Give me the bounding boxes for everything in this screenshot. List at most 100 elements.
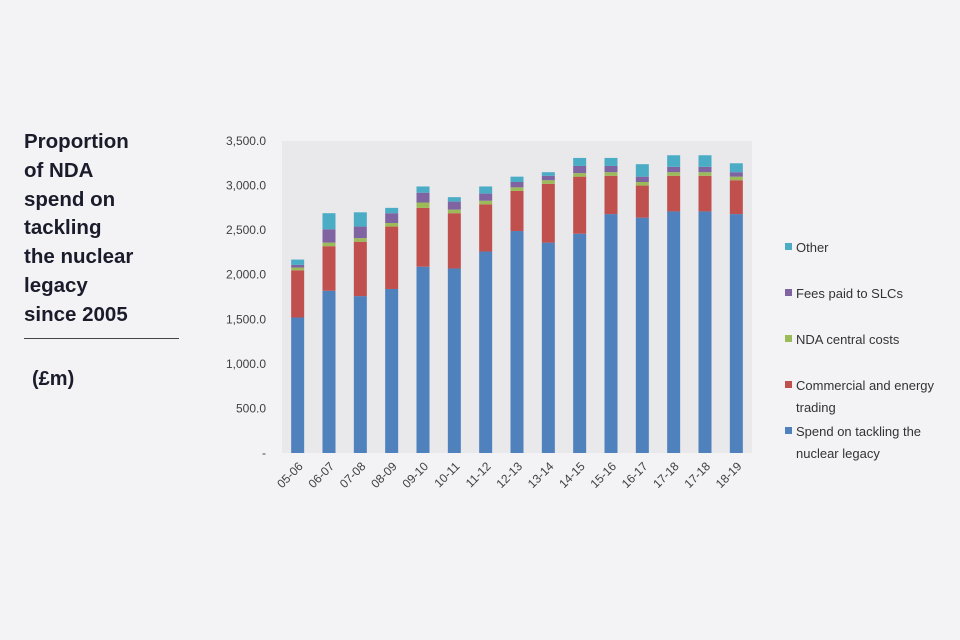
x-tick-label: 08-09 bbox=[368, 459, 400, 491]
x-tick-label: 11-12 bbox=[463, 459, 494, 490]
y-tick-label: 3,500.0 bbox=[226, 134, 266, 148]
bar-segment bbox=[322, 229, 336, 243]
chart-title: Proportion of NDA spend on tackling the … bbox=[24, 130, 134, 326]
unit-label: (£m) bbox=[32, 368, 75, 390]
y-axis-tick-labels: - 500.0 1,000.0 1,500.0 2,000.0 2,500.0 3,000.… bbox=[226, 134, 266, 460]
bar-segment bbox=[541, 242, 555, 453]
bar-segment bbox=[416, 266, 430, 453]
legend-swatch bbox=[785, 335, 792, 342]
legend-label: Spend on tackling the bbox=[796, 424, 921, 439]
bar-segment bbox=[322, 242, 336, 247]
title-divider bbox=[24, 338, 179, 339]
x-tick-label: 14-15 bbox=[556, 459, 588, 491]
bar-segment bbox=[447, 268, 461, 453]
bar-segment bbox=[479, 186, 493, 194]
bar-segment bbox=[698, 211, 712, 453]
legend-label: Fees paid to SLCs bbox=[796, 286, 903, 301]
bar-segment bbox=[698, 175, 712, 212]
bar-segment bbox=[416, 202, 430, 208]
bar-segment bbox=[479, 251, 493, 453]
bar-segment bbox=[322, 246, 336, 291]
bar-segment bbox=[604, 214, 618, 453]
legend-swatch bbox=[785, 427, 792, 434]
bar-segment bbox=[385, 288, 399, 453]
bar-segment bbox=[322, 213, 336, 230]
legend-swatch bbox=[785, 289, 792, 296]
bar-segment bbox=[667, 211, 681, 453]
bar-segment bbox=[573, 157, 587, 166]
bar-segment bbox=[353, 238, 367, 242]
bar-segment bbox=[698, 166, 712, 173]
bar-segment bbox=[635, 182, 649, 186]
bar-segment bbox=[416, 207, 430, 267]
bar-segment bbox=[510, 182, 524, 188]
bar-segment bbox=[541, 180, 555, 184]
bar-segment bbox=[667, 172, 681, 176]
bar-segment bbox=[385, 213, 399, 224]
bar-segment bbox=[447, 209, 461, 214]
y-tick-label: 500.0 bbox=[236, 401, 266, 415]
bar-segment bbox=[447, 201, 461, 210]
x-tick-label: 06-07 bbox=[306, 459, 338, 491]
x-tick-label: 18-19 bbox=[713, 459, 745, 491]
bar-segment bbox=[729, 180, 743, 215]
bar-segment bbox=[291, 259, 305, 265]
legend-swatch bbox=[785, 243, 792, 250]
legend: Other Fees paid to SLCs NDA central costs C… bbox=[785, 240, 935, 461]
x-tick-label: 12-13 bbox=[494, 459, 526, 491]
bar-segment bbox=[510, 190, 524, 232]
bar-segment bbox=[479, 204, 493, 252]
x-tick-label: 07-08 bbox=[337, 459, 369, 491]
bar-segment bbox=[635, 164, 649, 177]
bar-segment bbox=[573, 233, 587, 453]
x-axis-tick-labels: 05-06 06-07 07-08 08-09 09-10 10-11 11-12 12-13… bbox=[274, 459, 744, 491]
bar-segment bbox=[353, 212, 367, 227]
bar-segment bbox=[353, 226, 367, 239]
bar-segment bbox=[416, 192, 430, 203]
bar-segment bbox=[604, 165, 618, 173]
bar-segment bbox=[510, 176, 524, 183]
bar-segment bbox=[729, 172, 743, 177]
bar-segment bbox=[291, 317, 305, 453]
legend-swatch bbox=[785, 381, 792, 388]
legend-label: trading bbox=[796, 400, 836, 415]
bar-segment bbox=[479, 200, 493, 205]
bar-segment bbox=[353, 296, 367, 453]
bar-segment bbox=[416, 186, 430, 193]
bar-segment bbox=[667, 166, 681, 173]
bar-segment bbox=[729, 214, 743, 453]
bar-segment bbox=[604, 157, 618, 166]
bar-segment bbox=[322, 290, 336, 453]
bar-segment bbox=[510, 187, 524, 191]
bar-segment bbox=[573, 165, 587, 174]
bar-segment bbox=[291, 270, 305, 318]
legend-label: Other bbox=[796, 240, 829, 255]
y-tick-label: 1,500.0 bbox=[226, 312, 266, 326]
bar-segment bbox=[291, 267, 305, 271]
bar-segment bbox=[729, 176, 743, 181]
bar-segment bbox=[353, 241, 367, 297]
x-tick-label: 05-06 bbox=[274, 459, 306, 491]
bar-segment bbox=[635, 176, 649, 183]
bar-segment bbox=[667, 175, 681, 212]
y-tick-label: 1,000.0 bbox=[226, 357, 266, 371]
x-tick-label: 17-18 bbox=[682, 459, 714, 491]
bar-segment bbox=[635, 185, 649, 218]
x-tick-label: 16-17 bbox=[619, 459, 651, 491]
x-tick-label: 15-16 bbox=[588, 459, 620, 491]
bars bbox=[291, 155, 743, 453]
bar-segment bbox=[698, 155, 712, 167]
legend-label: nuclear legacy bbox=[796, 446, 880, 461]
legend-label: NDA central costs bbox=[796, 332, 900, 347]
bar-segment bbox=[604, 175, 618, 215]
bar-segment bbox=[479, 193, 493, 201]
y-tick-label: 3,000.0 bbox=[226, 179, 266, 193]
bar-segment bbox=[541, 183, 555, 243]
bar-segment bbox=[385, 207, 399, 214]
bar-segment bbox=[635, 217, 649, 453]
bar-segment bbox=[573, 176, 587, 234]
bar-segment bbox=[573, 173, 587, 177]
bar-segment bbox=[698, 172, 712, 176]
x-tick-label: 09-10 bbox=[400, 459, 432, 491]
